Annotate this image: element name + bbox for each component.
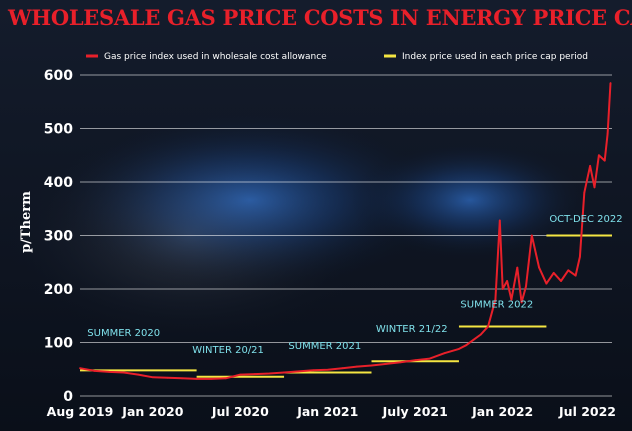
x-tick-label-5: July 2021 [382,404,448,419]
gas-price-point-41 [538,266,541,269]
gas-price-point-25 [428,357,431,360]
period-label-2: WINTER 20/21 [192,345,264,356]
gas-price-point-45 [567,269,570,272]
gas-price-point-5 [137,373,140,376]
gas-price-point-37 [516,266,519,269]
y-axis-label: p/Therm [19,191,34,253]
gas-price-point-7 [166,376,169,379]
gas-price-point-11 [224,377,227,380]
x-tick-label-6: Jan 2022 [471,404,533,419]
x-tick-label-3: Jul 2020 [211,404,269,419]
gridlines [80,74,612,397]
period-annotations: SUMMER 2020 WINTER 20/21 SUMMER 2021 WINTER… [87,214,622,356]
gas-price-point-13 [254,373,256,375]
x-tick-label-2: Jan 2020 [121,404,183,419]
gas-price-point-43 [552,272,555,274]
gas-price-point-52 [603,159,606,162]
gas-price-point-32 [494,298,497,301]
gas-price-point-17 [312,369,315,372]
gas-price-point-8 [181,377,183,380]
x-tick-label-1: Aug 2019 [47,404,114,419]
gas-price-point-9 [195,377,198,380]
y-tick-label-200: 200 [44,282,73,298]
gas-price-point-18 [326,368,329,371]
gas-price-point-34 [501,288,504,290]
x-tick-label-7: Jul 2022 [558,404,616,419]
gas-price-point-27 [458,348,460,350]
gas-price-point-24 [414,359,417,362]
period-label-1: SUMMER 2020 [87,328,160,339]
gas-price-point-12 [239,373,242,376]
x-tick-label-4: Jan 2021 [296,404,358,419]
y-tick-label-100: 100 [44,336,73,352]
gas-price-point-50 [593,186,596,189]
gas-price-line [79,82,612,380]
gas-price-point-38 [520,301,523,304]
gas-price-series [79,82,612,380]
gas-price-point-44 [560,280,562,282]
gas-price-point-21 [370,364,373,367]
gas-price-point-35 [506,280,508,282]
gas-price-point-6 [151,376,154,379]
gas-price-point-40 [530,234,533,237]
gas-price-point-2 [93,369,96,372]
gas-price-point-47 [579,256,581,258]
period-label-6: OCT-DEC 2022 [549,214,622,225]
gas-price-point-46 [574,274,577,277]
legend-label-1: Gas price index used in wholesale cost a… [104,52,327,62]
gas-price-point-36 [510,298,513,301]
y-tick-label-500: 500 [44,122,73,138]
x-axis: Aug 2019 Jan 2020 Jul 2020 Jan 2021 July 202… [47,404,616,419]
gas-price-point-10 [210,377,213,380]
gas-price-point-53 [606,132,609,135]
legend: Gas price index used in wholesale cost a… [86,52,588,62]
gas-price-point-3 [108,371,111,373]
gas-price-point-29 [472,338,475,341]
gas-price-point-31 [487,325,490,328]
gas-price-point-20 [356,365,358,368]
flame-glow [50,110,450,290]
gas-price-point-14 [268,372,271,375]
period-label-3: SUMMER 2021 [288,341,361,352]
period-label-4: WINTER 21/22 [376,324,448,335]
chart-title: WHOLESALE GAS PRICE COSTS IN ENERGY PRIC… [7,5,632,30]
y-tick-label-600: 600 [44,68,73,84]
gas-price-point-26 [443,352,446,355]
gas-price-point-49 [589,165,592,167]
gas-price-point-19 [341,367,344,370]
gas-price-point-30 [479,333,482,336]
gas-price-point-22 [385,363,387,365]
gas-price-point-16 [297,370,300,373]
y-axis: 0 100 200 300 400 500 600 [44,68,73,405]
gas-price-point-54 [609,82,612,84]
y-tick-label-0: 0 [63,389,73,405]
gas-price-point-51 [597,154,600,157]
y-tick-label-400: 400 [44,175,73,191]
gas-price-point-28 [465,344,468,347]
period-label-5: SUMMER 2022 [460,300,533,311]
gas-price-point-42 [545,282,548,285]
gas-price-point-33 [498,219,501,222]
gas-price-point-39 [525,285,527,288]
gas-price-point-48 [583,191,586,194]
legend-label-2: Index price used in each price cap perio… [402,52,588,62]
gas-price-point-23 [399,361,402,364]
flame-glow-right [350,140,590,260]
gas-price-point-4 [122,371,125,374]
gas-price-point-1 [79,367,81,370]
gas-price-point-15 [283,371,285,374]
y-tick-label-300: 300 [44,229,73,245]
